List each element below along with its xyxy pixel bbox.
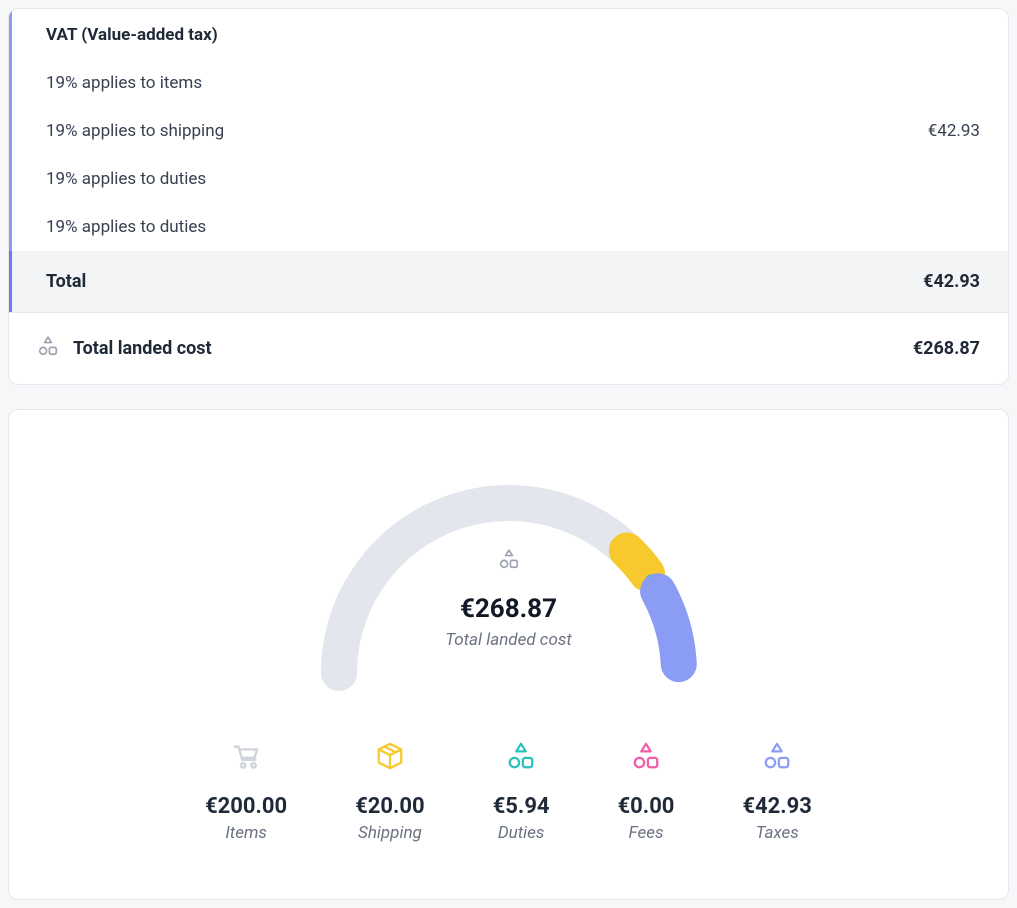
landed-cost-row: Total landed cost €268.87 — [9, 312, 1008, 384]
legend-label: Shipping — [358, 823, 422, 843]
shapes-icon — [498, 548, 520, 574]
vat-line-label: 19% applies to shipping — [46, 121, 224, 141]
legend-item-taxes: €42.93 Taxes — [742, 736, 812, 843]
gauge-center: €268.87 Total landed cost — [299, 548, 719, 650]
vat-line-row: 19% applies to shipping €42.93 — [9, 107, 1008, 155]
landed-cost-label: Total landed cost — [73, 338, 212, 359]
vat-section: VAT (Value-added tax) 19% applies to ite… — [9, 9, 1008, 312]
landed-cost-amount: €268.87 — [913, 338, 980, 359]
shapes-icon — [762, 736, 792, 776]
legend-item-items: €200.00 Items — [205, 736, 287, 843]
legend-item-shipping: €20.00 Shipping — [355, 736, 425, 843]
shapes-icon — [506, 736, 536, 776]
legend: €200.00 Items €20.00 Shipping €5.94 Duti… — [37, 736, 980, 843]
shapes-icon — [37, 335, 59, 362]
legend-amount: €42.93 — [742, 794, 812, 819]
gauge-sub-label: Total landed cost — [445, 630, 572, 650]
vat-line-label: 19% applies to duties — [46, 169, 206, 189]
vat-total-row: Total €42.93 — [9, 251, 1008, 312]
vat-line-row: 19% applies to duties — [9, 155, 1008, 203]
legend-label: Taxes — [756, 823, 799, 843]
gauge-chart: €268.87 Total landed cost — [299, 458, 719, 698]
legend-label: Items — [225, 823, 267, 843]
legend-amount: €20.00 — [355, 794, 425, 819]
legend-item-duties: €5.94 Duties — [493, 736, 550, 843]
box-icon — [375, 736, 405, 776]
vat-line-row: 19% applies to duties — [9, 203, 1008, 251]
vat-line-label: 19% applies to items — [46, 73, 202, 93]
breakdown-card: €268.87 Total landed cost €200.00 Items … — [8, 409, 1009, 900]
vat-card: VAT (Value-added tax) 19% applies to ite… — [8, 8, 1009, 385]
vat-title-row: VAT (Value-added tax) — [9, 9, 1008, 59]
legend-label: Duties — [498, 823, 545, 843]
vat-line-label: 19% applies to duties — [46, 217, 206, 237]
legend-amount: €5.94 — [493, 794, 550, 819]
vat-title: VAT (Value-added tax) — [46, 25, 218, 45]
legend-label: Fees — [629, 823, 664, 843]
legend-item-fees: €0.00 Fees — [618, 736, 675, 843]
vat-line-row: 19% applies to items — [9, 59, 1008, 107]
vat-line-amount: €42.93 — [928, 121, 980, 141]
shapes-icon — [631, 736, 661, 776]
legend-amount: €0.00 — [618, 794, 675, 819]
gauge-total-amount: €268.87 — [460, 594, 557, 624]
vat-total-amount: €42.93 — [923, 271, 980, 292]
legend-amount: €200.00 — [205, 794, 287, 819]
cart-icon — [231, 736, 261, 776]
vat-total-label: Total — [46, 271, 86, 292]
